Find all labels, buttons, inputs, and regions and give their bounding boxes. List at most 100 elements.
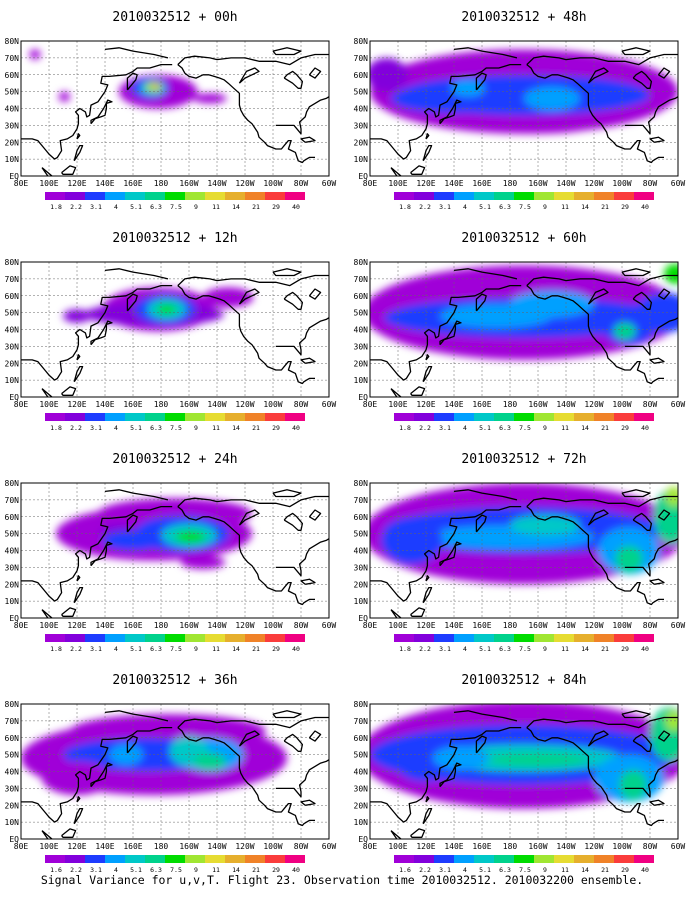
x-tick-label: 80E [14,842,29,851]
x-tick-label: 80E [363,179,378,188]
colorbar-swatch [494,192,514,200]
colorbar-swatch [594,855,614,863]
colorbar-swatch [494,634,514,642]
colorbar-label: 40 [292,203,300,211]
y-tick-label: 70N [354,275,369,284]
x-tick-label: 80W [294,621,309,630]
y-tick-label: EQ [358,172,368,181]
colorbar-label: 29 [272,424,280,432]
y-tick-label: EQ [358,835,368,844]
colorbar-swatch [185,855,205,863]
coastline-8 [177,64,315,164]
colorbar-label: 14 [581,645,589,653]
colorbar-label: 4 [463,203,467,211]
colorbar-label: 14 [581,866,589,874]
y-tick-label: 10N [5,818,20,827]
y-tick-label: 10N [5,597,20,606]
y-tick-label: 20N [354,580,369,589]
coastline-14 [587,288,609,305]
coastlines [21,47,329,176]
coastline-2 [439,99,462,125]
map-frame [20,482,330,619]
x-tick-label: 80W [294,179,309,188]
colorbar-swatch [225,634,245,642]
coastline-1 [475,735,487,754]
colorbar-swatch [474,855,494,863]
coastline-10 [632,70,653,89]
colorbar-swatch [574,413,594,421]
x-tick-label: 100W [612,621,631,630]
shade-region-3 [510,515,580,536]
coastline-7 [526,274,678,287]
x-tick-label: 140W [207,400,226,409]
colorbar-swatch [474,192,494,200]
colorbar-label: 6.3 [150,424,162,432]
colorbar: 1.6 2.2 3.1 4 5.1 6.3 7.5 9 11 14 21 29 40 [394,855,654,874]
x-tick-label: 80W [294,400,309,409]
map-panel-00h: 2010032512 + 00h 80N 70N 60N 50N 40N 30N 20N 10N… [5,10,337,211]
x-tick-label: 100W [612,179,631,188]
y-tick-label: 80N [354,37,369,46]
coastline-1 [475,293,487,312]
colorbar-swatch [265,192,285,200]
shade-region-5 [433,746,489,770]
colorbar-label: 21 [252,203,260,211]
coastline-4 [73,365,84,383]
colorbar-label: 40 [292,424,300,432]
y-tick-label: 60N [354,513,369,522]
colorbar-label: 21 [252,645,260,653]
coastline-11 [300,357,316,364]
coastline-10 [283,733,304,752]
coastline-10 [632,291,653,310]
coastline-2 [439,320,462,346]
colorbar-label: 3.1 [439,424,451,432]
colorbar-swatch [614,634,634,642]
colorbar-label: 29 [621,203,629,211]
figure-caption: Signal Variance for u,v,T. Flight 23. Ob… [41,873,643,887]
shade-region-4 [451,79,485,97]
coastline-10 [632,512,653,531]
colorbar-swatch [554,192,574,200]
coastline-13 [621,47,651,56]
colorbar-label: 1.8 [50,424,62,432]
x-tick-label: 180 [503,842,518,851]
x-tick-label: 160W [528,842,547,851]
coastline-9 [275,317,329,356]
coastline-14 [238,509,260,526]
colorbar: 1.8 2.2 3.1 4 5.1 6.3 7.5 9 11 14 21 29 40 [45,413,305,432]
colorbar-label: 2.2 [419,424,431,432]
colorbar-label: 5.1 [130,866,142,874]
colorbar-swatch [394,192,414,200]
coastline-8 [177,506,315,606]
colorbar-label: 2.2 [70,424,82,432]
shade-region-6 [29,49,41,60]
colorbar-swatch [614,413,634,421]
colorbar-swatch [245,413,265,421]
colorbar-swatch [474,634,494,642]
coastline-0 [370,63,522,160]
map-frame [369,703,679,840]
shade-region-7 [619,769,648,801]
y-tick-label: 40N [5,326,20,335]
x-tick-label: 140W [556,179,575,188]
coastline-6 [61,828,77,838]
colorbar-label: 2.2 [419,203,431,211]
map-panel-36h: 2010032512 + 36h 80N 70N 60N 50N 40N 30N 20N 10N… [5,673,337,874]
x-tick-label: 120E [67,179,86,188]
colorbar-swatch [634,192,654,200]
colorbar-swatch [474,413,494,421]
y-tick-label: EQ [9,393,19,402]
coastline-12 [657,730,671,742]
x-tick-label: 60W [322,400,337,409]
y-tick-label: 30N [5,342,20,351]
colorbar-label: 2.2 [419,645,431,653]
colorbar-label: 11 [212,424,220,432]
x-tick-label: 180 [503,621,518,630]
coastline-2 [90,541,113,567]
colorbar-label: 5.1 [479,203,491,211]
map-frame [369,261,679,398]
colorbar-swatch [145,634,165,642]
colorbar-swatch [394,413,414,421]
x-tick-label: 160E [472,842,491,851]
